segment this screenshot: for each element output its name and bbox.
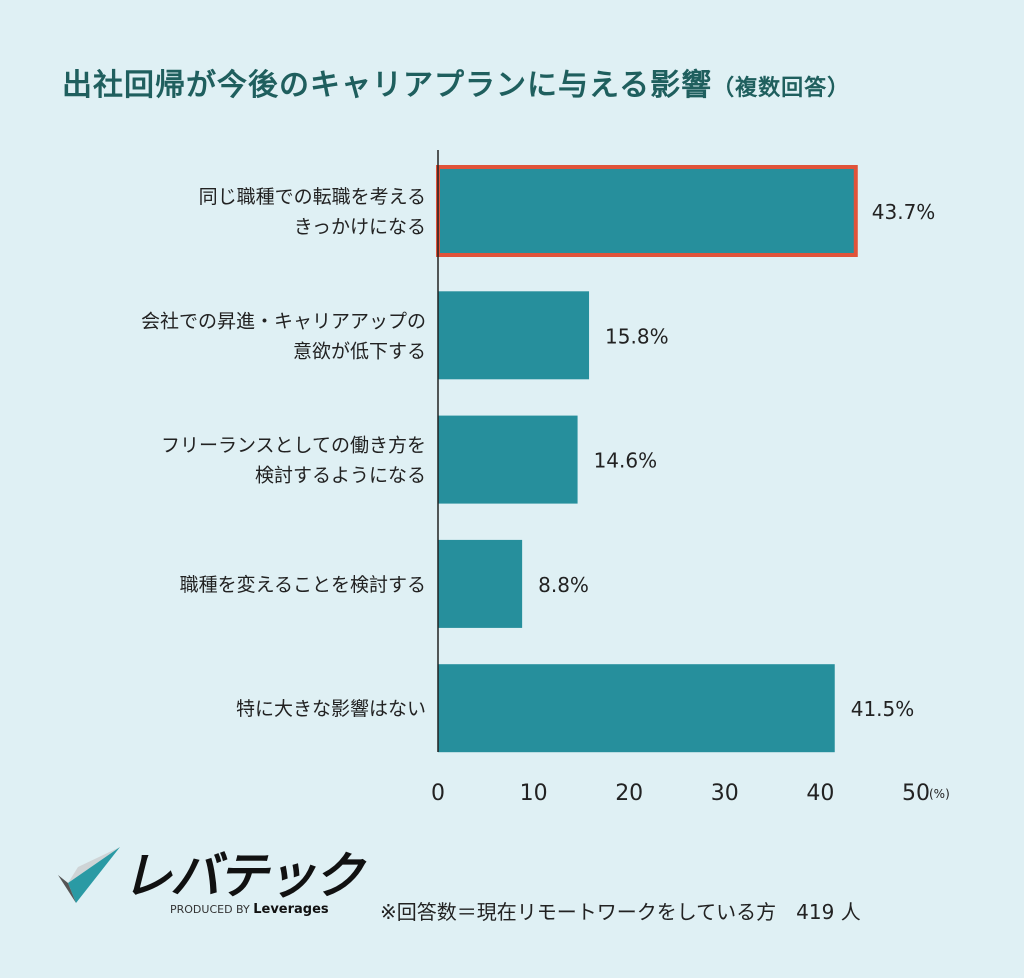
bar	[438, 664, 835, 753]
category-label: 検討するようになる	[255, 465, 426, 487]
category-label: 意欲が低下する	[293, 340, 426, 362]
logo-text: レバテック	[122, 847, 364, 905]
value-label: 14.6%	[594, 449, 658, 473]
x-tick-label: 30	[711, 781, 739, 806]
x-tick-label: 0	[431, 781, 445, 806]
category-label: フリーランスとしての働き方を	[161, 435, 426, 457]
category-label: 会社での昇進・キャリアアップの	[141, 310, 426, 332]
category-label: きっかけになる	[294, 216, 426, 238]
produced-by-label: PRODUCED BY	[170, 903, 250, 916]
category-label: 職種を変えることを検討する	[180, 574, 426, 596]
chart-title: 出社回帰が今後のキャリアプランに与える影響（複数回答）	[62, 60, 850, 104]
produced-by: PRODUCED BY Leverages	[170, 902, 329, 917]
leverages-logo-icon	[58, 847, 120, 903]
x-unit-label: (%)	[929, 787, 950, 801]
value-label: 15.8%	[605, 324, 669, 348]
respondent-note: ※回答数＝現在リモートワークをしている方 419 人	[380, 900, 861, 924]
x-tick-label: 50	[902, 781, 930, 806]
title-subtitle: （複数回答）	[712, 76, 851, 101]
category-label: 同じ職種での転職を考える	[199, 186, 426, 208]
x-tick-label: 20	[615, 781, 643, 806]
value-label: 43.7%	[872, 200, 936, 224]
bar	[438, 415, 578, 504]
brand-name: Leverages	[253, 902, 329, 917]
bar	[436, 165, 858, 257]
x-tick-label: 40	[806, 781, 834, 806]
bar	[438, 539, 523, 628]
category-label: 特に大きな影響はない	[236, 698, 426, 720]
x-tick-label: 10	[520, 781, 548, 806]
value-label: 8.8%	[538, 573, 589, 597]
value-label: 41.5%	[851, 697, 915, 721]
title-main: 出社回帰が今後のキャリアプランに与える影響	[62, 68, 713, 103]
bar	[438, 291, 590, 380]
